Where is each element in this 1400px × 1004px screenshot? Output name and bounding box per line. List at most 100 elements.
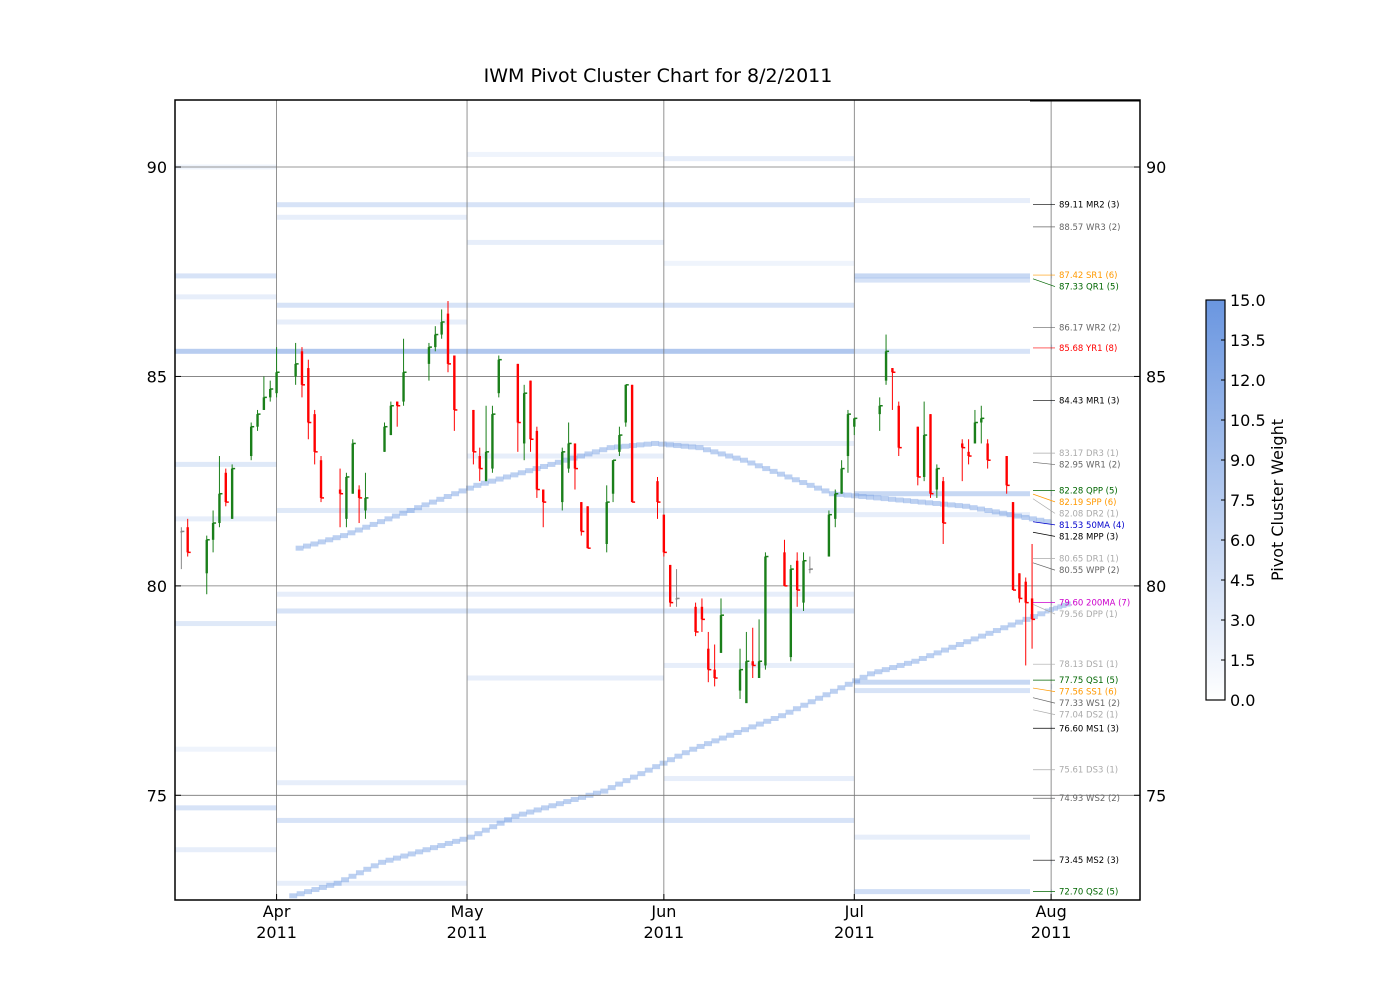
bar-body xyxy=(472,409,475,452)
bar-body xyxy=(961,443,964,448)
pivot-leader xyxy=(1032,687,1056,692)
x-tick-label-year: 2011 xyxy=(256,923,297,942)
ma200-cluster-cell xyxy=(718,735,727,741)
cluster-band xyxy=(854,889,1030,895)
cluster-band xyxy=(276,302,855,308)
ma200-cluster-cell xyxy=(430,845,438,851)
plot-frame xyxy=(174,99,1141,901)
pivot-label: 88.57 WR3 (2) xyxy=(1059,223,1121,233)
bar-body xyxy=(580,502,583,532)
ma50-cluster-cell xyxy=(317,539,326,545)
ma50-cluster-cell xyxy=(873,495,882,501)
pivot-label: 85.68 YR1 (8) xyxy=(1059,344,1117,354)
ohlc-bar xyxy=(980,405,985,444)
ma50-cluster-cell xyxy=(1014,513,1022,519)
axes: 75 75 80 80 85 85 90 90 Apr 2011 May 2011 Jun 2011 Jul… xyxy=(147,99,1166,942)
colorbar-tick-label: 7.5 xyxy=(1230,491,1255,510)
ma200-cluster-cell xyxy=(859,674,868,680)
ma50-cluster-cell xyxy=(888,496,897,502)
ohlc-bar xyxy=(224,468,229,507)
ohlc-bar xyxy=(840,460,845,494)
ma50-cluster-cell xyxy=(977,506,985,512)
bar-body xyxy=(249,426,253,457)
cluster-band xyxy=(854,679,1030,685)
bar-body xyxy=(757,661,761,679)
bar-body xyxy=(262,397,266,410)
ohlc-bar xyxy=(967,439,972,465)
bar-body xyxy=(402,372,405,402)
ma200-cluster-cell xyxy=(955,642,964,648)
ohlc-bar xyxy=(1011,502,1017,591)
ohlc-bar xyxy=(656,476,661,519)
ma50-cluster-cell xyxy=(947,502,956,508)
ma50-cluster-cell xyxy=(517,470,526,476)
bar-body xyxy=(668,564,672,603)
ma200-cluster-cell xyxy=(874,669,883,675)
ma200-cluster-cell xyxy=(363,866,372,872)
pivot-label: 77.75 QS1 (5) xyxy=(1059,676,1118,686)
cluster-band xyxy=(276,319,468,325)
ma200-cluster-cell xyxy=(933,650,942,656)
pivot-cluster-heatmap xyxy=(175,151,1071,899)
ma200-cluster-cell xyxy=(289,893,298,899)
cluster-band xyxy=(854,198,1030,204)
ma200-cluster-cell xyxy=(385,857,394,863)
bar-body xyxy=(389,405,393,436)
ma50-cluster-cell xyxy=(695,445,704,451)
pivot-label: 80.65 DR1 (1) xyxy=(1059,555,1119,565)
ohlc-bar xyxy=(389,401,394,436)
ma50-cluster-cell xyxy=(377,519,386,525)
ohlc-bar xyxy=(941,476,947,544)
cluster-band xyxy=(276,591,855,597)
ma200-cluster-cell xyxy=(837,685,846,691)
colorbar-label: Pivot Cluster Weight xyxy=(1268,419,1287,581)
ma50-cluster-cell xyxy=(606,445,615,451)
ma50-cluster-cell xyxy=(791,477,800,483)
ohlc-bar xyxy=(294,342,299,385)
cluster-band xyxy=(276,202,855,208)
pivot-label: 84.43 MR1 (3) xyxy=(1059,396,1119,406)
bar-body xyxy=(383,426,386,452)
ma200-cluster-cell xyxy=(1057,604,1063,610)
ma50-cluster-cell xyxy=(369,521,378,527)
bar-body xyxy=(656,481,659,503)
ohlc-bar xyxy=(383,422,388,452)
ma200-cluster-cell xyxy=(704,741,712,747)
ma50-cluster-cell xyxy=(910,498,919,504)
bar-body xyxy=(205,539,208,574)
pivot-label: 73.45 MS2 (3) xyxy=(1059,856,1119,866)
x-tick-label-month: Aug xyxy=(1035,902,1066,921)
pivot-label: 87.42 SR1 (6) xyxy=(1059,271,1118,281)
ohlc-bar xyxy=(357,485,363,524)
ma50-cluster-cell xyxy=(458,488,467,494)
bar-body xyxy=(256,414,259,427)
ma200-cluster-cell xyxy=(1015,619,1024,625)
colorbar: 0.0 1.5 3.0 4.5 6.0 7.5 9.0 10.5 12.0 13.5 15.0 Piv… xyxy=(1205,291,1287,710)
ma200-cluster-cell xyxy=(1044,608,1050,614)
ma200-cluster-cell xyxy=(911,658,920,664)
ma50-cluster-cell xyxy=(465,485,474,491)
bar-body xyxy=(700,606,704,620)
colorbar-tick-label: 13.5 xyxy=(1230,331,1266,350)
ma50-cluster-cell xyxy=(725,453,734,459)
bar-body xyxy=(986,443,989,461)
bar-body xyxy=(630,384,634,503)
colorbar-tick-label: 4.5 xyxy=(1230,571,1255,590)
ohlc-bar xyxy=(853,417,858,436)
bar-body xyxy=(1005,456,1008,486)
colorbar-tick-label: 12.0 xyxy=(1230,371,1266,390)
ma200-cluster-cell xyxy=(970,636,979,642)
ma200-cluster-cell xyxy=(815,695,824,701)
bar-body xyxy=(484,451,488,482)
bar-body xyxy=(1011,502,1015,591)
bar-body xyxy=(802,560,805,603)
ma200-cluster-cell xyxy=(348,873,357,879)
ohlc-bar xyxy=(611,459,617,503)
ohlc-bar xyxy=(1024,577,1029,666)
bar-body xyxy=(922,435,926,477)
ma50-cluster-cell xyxy=(821,488,830,494)
ma200-cluster-cell xyxy=(1065,601,1071,607)
ma200-cluster-cell xyxy=(867,671,875,677)
ohlc-bar xyxy=(1030,543,1036,649)
y-tick-label: 80 xyxy=(147,577,167,596)
